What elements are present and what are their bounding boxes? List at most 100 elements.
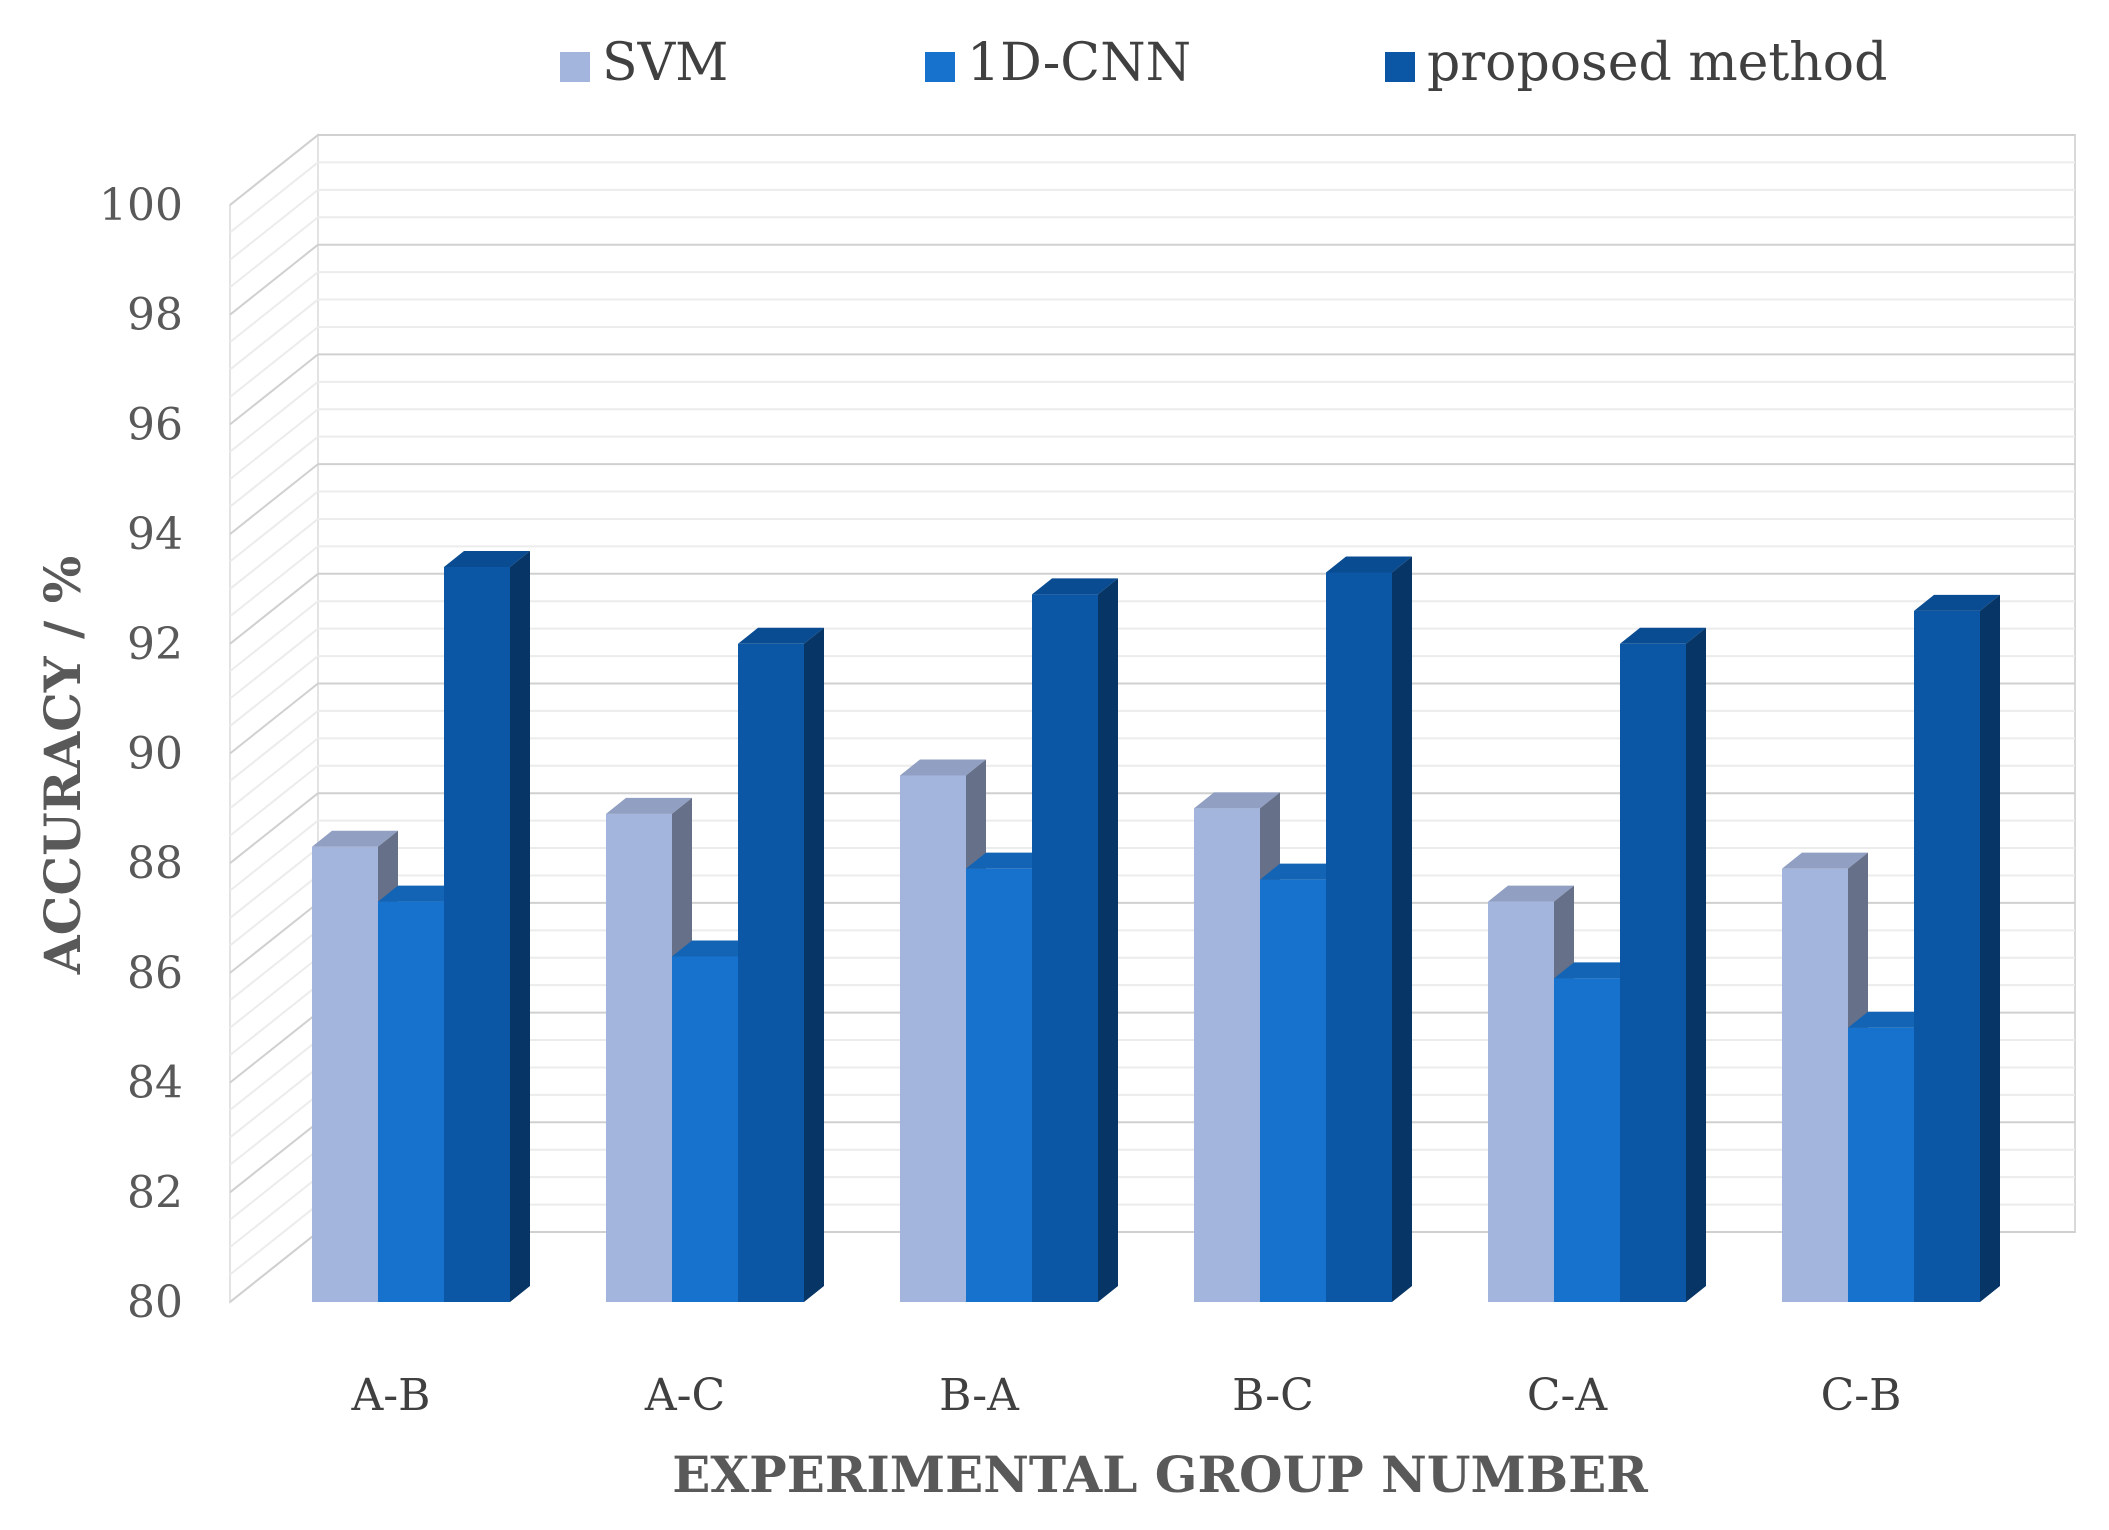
- bar-group-B-A: [900, 578, 1118, 1302]
- gridline-side: [229, 271, 319, 343]
- gridline-side: [229, 1011, 319, 1084]
- bar-side: [1980, 594, 2000, 1302]
- bar-top: [378, 885, 464, 902]
- gridline-side: [229, 243, 319, 316]
- y-axis-ticks: 80 82 84 86 88 90 92 94 96 98 100: [99, 180, 183, 1328]
- legend: SVM 1D-CNN proposed method: [560, 33, 1887, 93]
- bar-top: [1620, 627, 1706, 644]
- gridline-side: [229, 298, 319, 371]
- gridline-side: [229, 408, 319, 481]
- bar-top: [312, 830, 398, 847]
- legend-label: SVM: [602, 33, 728, 93]
- x-category-label: A-C: [644, 1370, 725, 1421]
- y-tick-label: 96: [127, 399, 183, 450]
- bar-top: [672, 940, 758, 957]
- bar-top: [1260, 863, 1346, 880]
- gridline-side: [229, 902, 319, 974]
- bar-front: [672, 956, 738, 1302]
- x-category-label: C-A: [1527, 1370, 1609, 1421]
- bar-front: [378, 901, 444, 1302]
- bar: [444, 551, 530, 1302]
- bar-top: [444, 551, 530, 568]
- gridline-side: [229, 764, 319, 837]
- gridline-side: [229, 819, 319, 892]
- gridline-side: [229, 463, 319, 535]
- bar-top: [1326, 556, 1412, 573]
- y-tick-label: 94: [127, 509, 183, 560]
- gridline-side: [229, 956, 319, 1029]
- bar-top: [606, 797, 692, 814]
- bar-group-A-B: [312, 551, 530, 1302]
- bar: [1620, 627, 1706, 1302]
- gridline-side: [229, 435, 319, 508]
- bar-top: [1554, 962, 1640, 979]
- bar-side: [1098, 578, 1118, 1302]
- bar-front: [1326, 572, 1392, 1302]
- bar-side: [1392, 556, 1412, 1302]
- y-tick-label: 100: [99, 180, 183, 231]
- y-tick-label: 88: [127, 838, 183, 889]
- gridline-side: [229, 655, 319, 727]
- bar-front: [1782, 868, 1848, 1302]
- y-tick-label: 80: [127, 1277, 183, 1328]
- bar-front: [738, 643, 804, 1302]
- gridline-side: [229, 189, 319, 261]
- gridline-side: [229, 847, 319, 919]
- bar: [1032, 578, 1118, 1302]
- y-tick-label: 82: [127, 1167, 183, 1218]
- bar-group-B-C: [1194, 556, 1412, 1302]
- x-category-label: B-C: [1232, 1370, 1314, 1421]
- bar-front: [1848, 1027, 1914, 1302]
- gridline-side: [229, 1094, 319, 1166]
- legend-swatch: [560, 52, 590, 82]
- gridline-side: [229, 490, 319, 563]
- legend-label: proposed method: [1427, 33, 1887, 93]
- bar-group-A-C: [606, 627, 824, 1302]
- bar-top: [1782, 852, 1868, 869]
- gridline-side: [229, 929, 319, 1002]
- gridline-side: [229, 682, 319, 755]
- gridline-side: [229, 161, 319, 234]
- gridline-side: [229, 1148, 319, 1221]
- y-tick-label: 84: [127, 1058, 183, 1109]
- gridline-side: [229, 134, 319, 206]
- bar-front: [900, 775, 966, 1302]
- bar: [738, 627, 824, 1302]
- bars: [312, 551, 2000, 1302]
- gridline-side: [229, 573, 319, 645]
- bar: [1326, 556, 1412, 1302]
- legend-item: 1D-CNN: [925, 33, 1191, 93]
- bar-front: [444, 567, 510, 1302]
- gridline-side: [229, 710, 319, 782]
- gridline-side: [229, 353, 319, 426]
- legend-swatch: [925, 52, 955, 82]
- bar-front: [1488, 901, 1554, 1302]
- bar-group-C-A: [1488, 627, 1706, 1302]
- legend-item: SVM: [560, 33, 728, 93]
- bar: [1782, 852, 1868, 1302]
- gridline-side: [229, 518, 319, 590]
- bar-front: [1620, 643, 1686, 1302]
- gridline-side: [229, 984, 319, 1056]
- legend-item: proposed method: [1385, 33, 1887, 93]
- bar-front: [312, 846, 378, 1302]
- bar-top: [900, 759, 986, 776]
- x-axis-categories: A-B A-C B-A B-C C-A C-B: [351, 1370, 1902, 1421]
- bar-front: [1194, 808, 1260, 1302]
- bar-top: [1194, 792, 1280, 809]
- gridline-side: [229, 216, 319, 289]
- y-tick-label: 98: [127, 290, 183, 341]
- x-category-label: A-B: [351, 1370, 431, 1421]
- y-axis-title: ACCURACY / %: [33, 556, 92, 975]
- x-category-label: C-B: [1821, 1370, 1902, 1421]
- bar-front: [1260, 879, 1326, 1302]
- bar-front: [1914, 610, 1980, 1302]
- bar-top: [1032, 578, 1118, 595]
- y-tick-label: 92: [127, 619, 183, 670]
- gridline-side: [229, 737, 319, 810]
- gridline-side: [229, 1203, 319, 1276]
- legend-swatch: [1385, 52, 1415, 82]
- bar-side: [1686, 627, 1706, 1302]
- gridline-side: [229, 1121, 319, 1194]
- gridline-side: [229, 1176, 319, 1248]
